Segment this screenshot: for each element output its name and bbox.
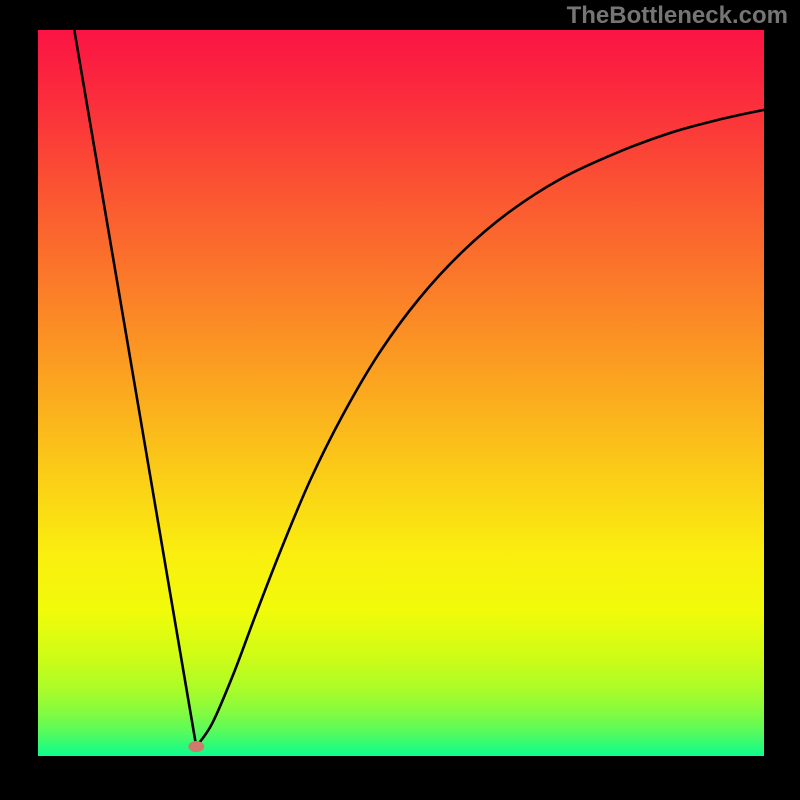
watermark-text: TheBottleneck.com (567, 2, 788, 30)
plot-area (38, 30, 764, 756)
chart-frame: TheBottleneck.com (0, 0, 800, 800)
bottleneck-chart (38, 30, 764, 756)
minimum-marker (188, 741, 204, 752)
